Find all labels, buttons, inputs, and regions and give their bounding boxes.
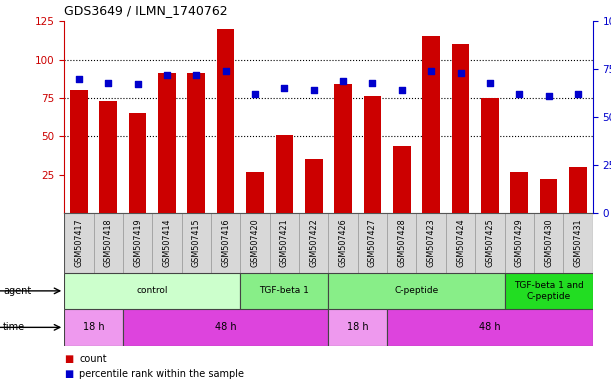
Point <box>456 70 466 76</box>
Text: GSM507424: GSM507424 <box>456 218 465 267</box>
Point <box>103 79 113 86</box>
Bar <box>64 309 123 346</box>
Bar <box>452 44 469 213</box>
Bar <box>123 213 152 273</box>
Text: 48 h: 48 h <box>215 322 236 333</box>
Text: GSM507430: GSM507430 <box>544 218 553 267</box>
Text: GSM507421: GSM507421 <box>280 218 289 267</box>
Point <box>573 91 583 97</box>
Bar <box>329 273 505 309</box>
Text: GSM507414: GSM507414 <box>163 218 172 267</box>
Point <box>338 78 348 84</box>
Point <box>544 93 554 99</box>
Text: C-peptide: C-peptide <box>394 286 439 295</box>
Bar <box>510 172 528 213</box>
Text: GSM507420: GSM507420 <box>251 218 260 267</box>
Bar <box>93 213 123 273</box>
Bar <box>100 101 117 213</box>
Bar <box>181 213 211 273</box>
Text: GSM507429: GSM507429 <box>514 218 524 267</box>
Text: GSM507419: GSM507419 <box>133 218 142 267</box>
Bar <box>299 213 329 273</box>
Text: GSM507426: GSM507426 <box>338 218 348 267</box>
Bar <box>64 273 240 309</box>
Text: GSM507423: GSM507423 <box>426 218 436 267</box>
Bar <box>70 90 87 213</box>
Point <box>250 91 260 97</box>
Text: ■: ■ <box>64 354 73 364</box>
Bar <box>188 73 205 213</box>
Bar <box>505 213 534 273</box>
Text: ■: ■ <box>64 369 73 379</box>
Bar <box>505 273 593 309</box>
Bar <box>329 213 358 273</box>
Bar <box>158 73 176 213</box>
Bar <box>152 213 181 273</box>
Bar <box>387 213 417 273</box>
Point <box>309 87 318 93</box>
Bar <box>387 309 593 346</box>
Text: GSM507418: GSM507418 <box>104 218 112 267</box>
Bar <box>540 179 557 213</box>
Bar <box>276 135 293 213</box>
Bar <box>64 213 93 273</box>
Point <box>191 72 201 78</box>
Bar <box>534 213 563 273</box>
Bar <box>329 309 387 346</box>
Bar <box>240 213 269 273</box>
Bar <box>393 146 411 213</box>
Bar <box>211 213 240 273</box>
Text: control: control <box>136 286 168 295</box>
Point <box>514 91 524 97</box>
Bar <box>475 213 505 273</box>
Bar <box>422 36 440 213</box>
Bar <box>269 213 299 273</box>
Point <box>368 79 378 86</box>
Bar <box>217 29 235 213</box>
Point <box>221 68 230 74</box>
Text: GSM507422: GSM507422 <box>309 218 318 267</box>
Text: GSM507428: GSM507428 <box>397 218 406 267</box>
Point <box>133 81 142 88</box>
Bar <box>364 96 381 213</box>
Text: GSM507431: GSM507431 <box>574 218 582 267</box>
Text: GDS3649 / ILMN_1740762: GDS3649 / ILMN_1740762 <box>64 4 228 17</box>
Bar <box>481 98 499 213</box>
Text: agent: agent <box>3 286 31 296</box>
Text: time: time <box>3 322 25 333</box>
Bar <box>417 213 446 273</box>
Bar <box>334 84 352 213</box>
Bar <box>240 273 329 309</box>
Text: 18 h: 18 h <box>82 322 104 333</box>
Bar <box>569 167 587 213</box>
Bar <box>246 172 264 213</box>
Text: 18 h: 18 h <box>347 322 368 333</box>
Text: percentile rank within the sample: percentile rank within the sample <box>79 369 244 379</box>
Text: GSM507425: GSM507425 <box>485 218 494 267</box>
Point <box>279 85 289 91</box>
Text: TGF-beta 1 and
C-peptide: TGF-beta 1 and C-peptide <box>514 281 584 301</box>
Point <box>426 68 436 74</box>
Text: count: count <box>79 354 107 364</box>
Text: GSM507427: GSM507427 <box>368 218 377 267</box>
Text: GSM507416: GSM507416 <box>221 218 230 267</box>
Text: 48 h: 48 h <box>479 322 501 333</box>
Text: GSM507415: GSM507415 <box>192 218 201 267</box>
Point <box>162 72 172 78</box>
Bar <box>305 159 323 213</box>
Bar <box>129 113 147 213</box>
Text: TGF-beta 1: TGF-beta 1 <box>260 286 309 295</box>
Point <box>397 87 407 93</box>
Bar <box>563 213 593 273</box>
Bar <box>123 309 329 346</box>
Point <box>485 79 495 86</box>
Bar <box>446 213 475 273</box>
Point <box>74 76 84 82</box>
Bar <box>358 213 387 273</box>
Text: GSM507417: GSM507417 <box>75 218 83 267</box>
